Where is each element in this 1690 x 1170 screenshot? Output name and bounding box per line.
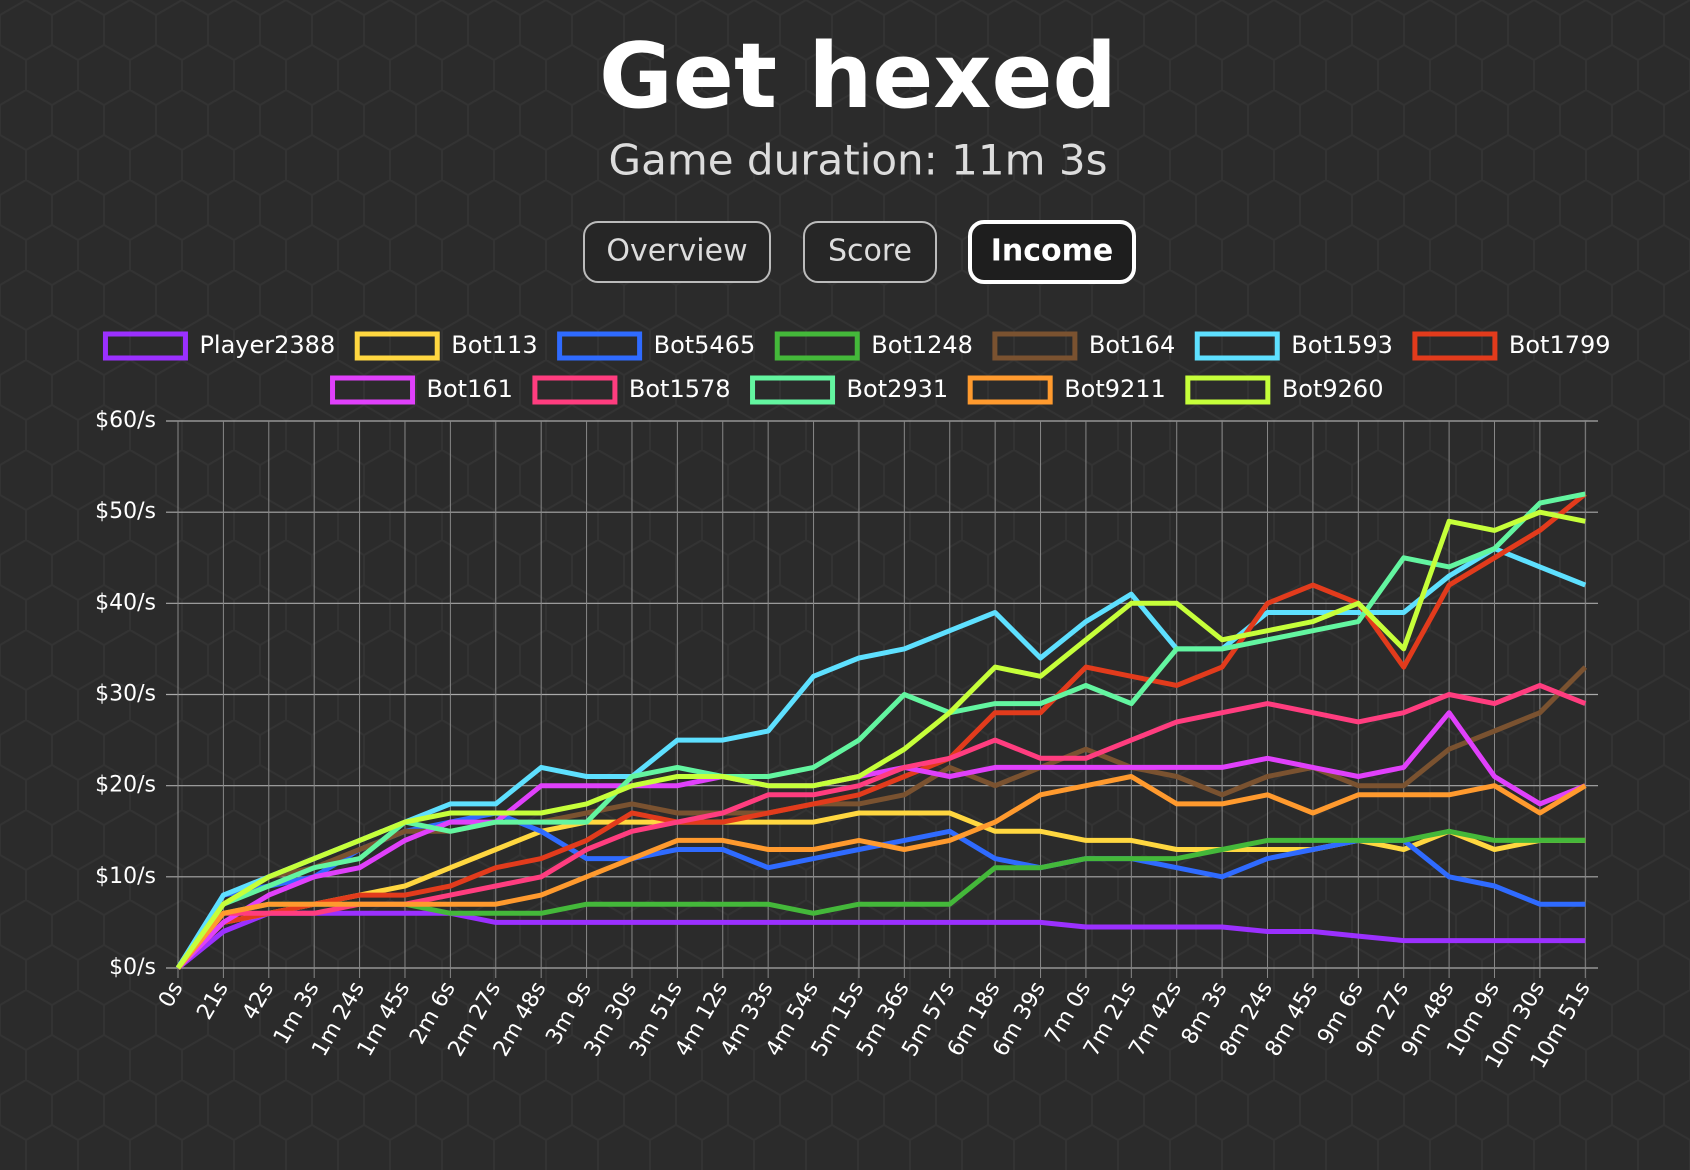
legend-swatch[interactable]: [557, 331, 643, 361]
legend-item[interactable]: Bot1593: [1194, 331, 1393, 361]
legend-item[interactable]: Bot9260: [1185, 375, 1384, 405]
legend-item[interactable]: Bot113: [354, 331, 538, 361]
legend-label[interactable]: Bot2931: [847, 375, 949, 403]
legend-swatch[interactable]: [1412, 331, 1498, 361]
legend-item[interactable]: Bot2931: [750, 375, 949, 405]
series-line: [175, 509, 1586, 970]
legend-swatch[interactable]: [532, 375, 618, 405]
legend-swatch[interactable]: [1194, 331, 1280, 361]
series-line: [176, 910, 1586, 970]
legend-item[interactable]: Player2388: [102, 331, 335, 361]
legend-item[interactable]: Bot5465: [557, 331, 756, 361]
y-tick-label: $60/s: [95, 408, 156, 433]
legend-swatch[interactable]: [992, 331, 1078, 361]
series-line: [176, 491, 1587, 970]
tab-label[interactable]: Income: [991, 234, 1114, 269]
legend-item[interactable]: Bot1248: [774, 331, 973, 361]
legend-swatch[interactable]: [750, 375, 836, 405]
series-line: [175, 491, 1586, 970]
legend-swatch[interactable]: [774, 331, 860, 361]
legend-label[interactable]: Bot164: [1089, 331, 1175, 359]
tab-label[interactable]: Overview: [606, 234, 747, 269]
legend-swatch[interactable]: [967, 375, 1053, 405]
legend-item[interactable]: Bot161: [330, 375, 513, 405]
legend-label[interactable]: Bot161: [427, 375, 513, 403]
legend-label[interactable]: Bot1248: [871, 331, 973, 359]
tab-button[interactable]: [803, 221, 937, 283]
y-tick-label: $30/s: [95, 682, 156, 707]
legend-label[interactable]: Bot1799: [1509, 331, 1611, 359]
legend-swatch[interactable]: [354, 331, 440, 361]
y-tick-label: $0/s: [109, 955, 156, 980]
legend-swatch[interactable]: [1185, 375, 1271, 405]
legend-label[interactable]: Bot1593: [1291, 331, 1393, 359]
series-line: [176, 710, 1587, 970]
y-tick-label: $10/s: [95, 864, 156, 889]
legend-item[interactable]: Bot1578: [532, 375, 731, 405]
legend-label[interactable]: Bot9211: [1064, 375, 1166, 403]
legend-item[interactable]: Bot9211: [967, 375, 1166, 405]
legend-swatch[interactable]: [330, 375, 416, 405]
legend-label[interactable]: Bot5465: [654, 331, 756, 359]
tab-label[interactable]: Score: [828, 234, 912, 269]
y-tick-label: $40/s: [95, 590, 156, 615]
legend-label[interactable]: Player2388: [199, 331, 335, 359]
legend: Player2388 Bot113 Bot5465 Bot1248 Bot164 Bot1…: [102, 331, 1611, 405]
legend-label[interactable]: Bot9260: [1282, 375, 1384, 403]
legend-swatch[interactable]: [102, 331, 188, 361]
y-tick-label: $20/s: [95, 773, 156, 798]
series-line: [176, 774, 1587, 970]
legend-item[interactable]: Bot1799: [1412, 331, 1611, 361]
legend-item[interactable]: Bot164: [992, 331, 1175, 361]
y-tick-label: $50/s: [95, 499, 156, 524]
subtitle: Game duration: 11m 3s: [609, 136, 1108, 185]
tab-button[interactable]: [968, 220, 1136, 284]
title: Get hexed: [599, 24, 1117, 129]
legend-label[interactable]: Bot1578: [629, 375, 731, 403]
tabs: Overview Score Income: [583, 220, 1136, 284]
tab-button[interactable]: [583, 221, 771, 283]
legend-label[interactable]: Bot113: [451, 331, 537, 359]
series-line: [175, 665, 1588, 970]
